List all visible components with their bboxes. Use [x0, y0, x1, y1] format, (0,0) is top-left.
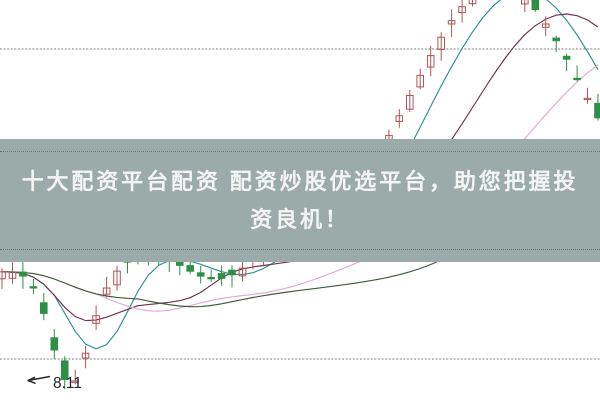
svg-text:8.11: 8.11: [53, 375, 82, 392]
